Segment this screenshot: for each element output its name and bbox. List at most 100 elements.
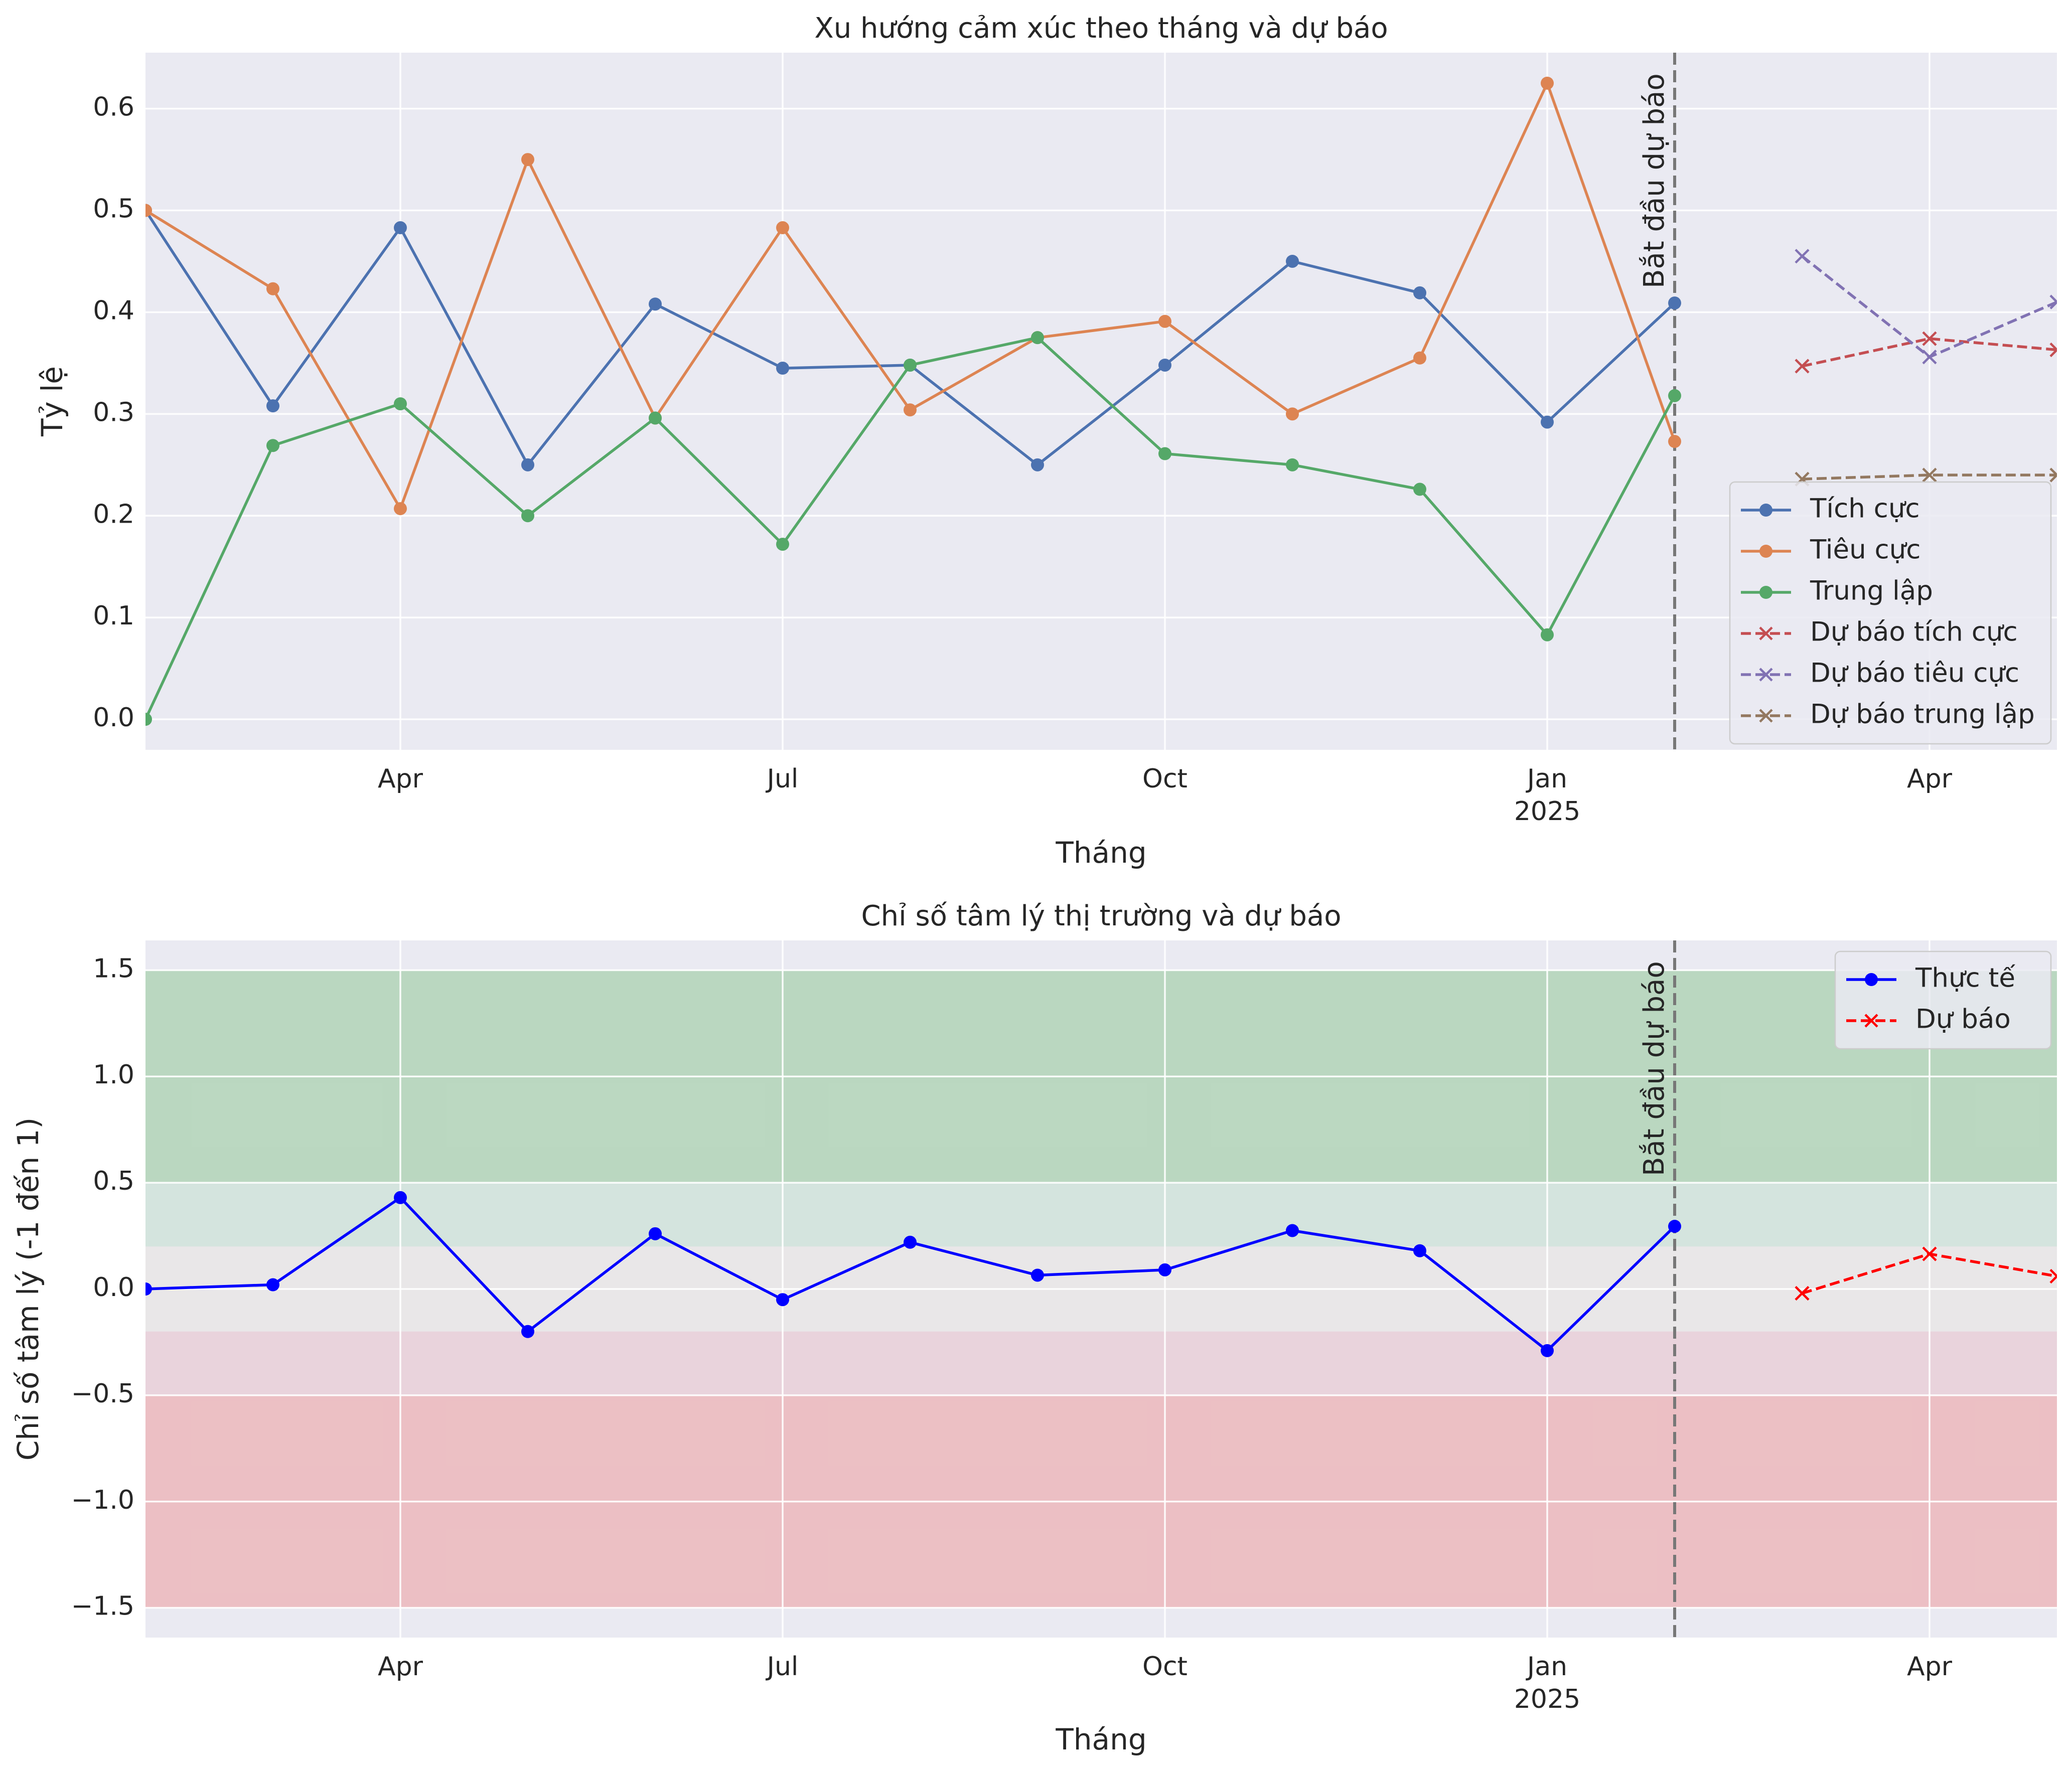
data-point-0-0 — [1031, 458, 1044, 471]
data-point-0-2 — [521, 509, 534, 523]
data-point-1-0 — [904, 1235, 917, 1249]
data-point-1-0 — [776, 1293, 789, 1307]
data-point-0-1 — [1158, 314, 1171, 328]
x-tick-label: Jan — [1526, 764, 1567, 794]
series-layer — [145, 1191, 2057, 1357]
legend-label: Dự báo trung lập — [1810, 699, 2035, 730]
y-tick-label: 0.6 — [93, 92, 134, 122]
y-tick-label: 0.5 — [93, 194, 134, 224]
data-point-1-0 — [1286, 1224, 1299, 1237]
x-tick-label: Apr — [1907, 764, 1953, 794]
y-axis-label-top: Tỷ lệ — [35, 366, 69, 437]
legend-label: Trung lập — [1810, 576, 1933, 606]
y-tick-label: −1.0 — [71, 1485, 134, 1515]
data-point-0-1 — [776, 221, 789, 235]
x-tick-label: Apr — [378, 764, 423, 794]
x-tick-label: Jul — [766, 1652, 799, 1682]
data-point-0-1 — [904, 403, 917, 417]
y-tick-label: 0.1 — [93, 601, 134, 631]
data-point-0-1 — [1413, 351, 1426, 365]
sentiment-band-3 — [145, 1331, 2057, 1395]
legend-marker — [1759, 586, 1772, 599]
legend-marker — [1759, 504, 1772, 517]
data-point-0-f0 — [1795, 359, 1810, 374]
data-point-0-2 — [1286, 458, 1299, 471]
data-point-0-1 — [1668, 435, 1681, 448]
legend-label: Dự báo — [1915, 1004, 2011, 1035]
data-point-0-0 — [1541, 415, 1554, 429]
data-point-0-f1 — [1795, 249, 1810, 264]
x-axis-label-bottom: Tháng — [1055, 1722, 1146, 1756]
legend-marker — [1759, 709, 1773, 723]
legend-marker — [1864, 1014, 1878, 1028]
x-tick-label: Oct — [1142, 1652, 1188, 1682]
series-line-0-f2 — [1802, 473, 2057, 480]
data-point-0-0 — [521, 458, 534, 471]
data-point-1-0 — [1668, 1219, 1681, 1233]
legend-label: Dự báo tích cực — [1810, 617, 2018, 648]
data-point-0-f0 — [1922, 331, 1937, 346]
series-layer — [145, 76, 2057, 726]
data-point-1-0 — [394, 1191, 407, 1204]
legend-box — [1729, 481, 2052, 745]
data-point-0-1 — [521, 153, 534, 167]
data-point-0-0 — [394, 221, 407, 235]
y-tick-label: 1.0 — [93, 1060, 134, 1090]
data-point-0-2 — [904, 358, 917, 372]
x-tick-year-label: 2025 — [1514, 796, 1580, 827]
data-point-0-2 — [145, 713, 152, 726]
legend-label: Tiêu cực — [1810, 535, 1920, 565]
chart-title-bottom: Chỉ số tâm lý thị trường và dự báo — [861, 900, 1342, 932]
data-point-1-0 — [1541, 1344, 1554, 1357]
legend-entry: Trung lập — [1741, 576, 1933, 606]
data-point-0-2 — [394, 397, 407, 411]
data-point-0-1 — [1541, 76, 1554, 90]
data-point-0-f2 — [2049, 467, 2057, 482]
data-point-1-f0 — [2049, 1268, 2057, 1284]
legend-entry: Dự báo trung lập — [1741, 699, 2035, 730]
data-point-0-f0 — [2049, 342, 2057, 358]
legend-entry: Tiêu cực — [1741, 535, 1920, 565]
legend-marker — [1759, 626, 1773, 640]
data-point-1-0 — [145, 1282, 152, 1296]
data-point-1-0 — [1158, 1263, 1171, 1276]
chart-bottom: Bắt đầu dự báo −1.5 −1.0 −0.5 0.0 0.5 1.0 1.5 A… — [11, 900, 2057, 1756]
data-point-0-1 — [394, 502, 407, 516]
legend-marker — [1759, 668, 1773, 682]
forecast-start-label: Bắt đầu dự báo — [1638, 961, 1671, 1176]
data-point-0-2 — [1668, 389, 1681, 402]
y-tick-label: 0.2 — [93, 499, 134, 529]
y-axis-label-bottom: Chỉ số tâm lý (-1 đến 1) — [11, 1117, 45, 1461]
data-point-0-1 — [266, 282, 279, 295]
data-point-0-0 — [1668, 296, 1681, 310]
data-point-0-2 — [776, 538, 789, 551]
y-tick-label: 0.4 — [93, 295, 134, 326]
data-point-0-0 — [266, 399, 279, 413]
y-tick-label: 0.5 — [93, 1166, 134, 1196]
legend-entry: Dự báo tiêu cực — [1741, 658, 2019, 689]
data-point-0-0 — [649, 297, 662, 311]
x-axis-label-top: Tháng — [1055, 836, 1146, 870]
data-point-0-f1 — [1922, 350, 1937, 365]
legend-box — [1834, 950, 2052, 1050]
legend-entry: Dự báo — [1846, 1004, 2011, 1035]
legend-marker — [1759, 545, 1772, 558]
x-tick-label: Apr — [378, 1652, 423, 1682]
sentiment-band-1 — [145, 1183, 2057, 1247]
legend-entry: Thực tế — [1846, 963, 2015, 994]
data-point-0-2 — [1158, 447, 1171, 460]
data-point-0-2 — [649, 411, 662, 425]
data-point-1-0 — [521, 1325, 534, 1338]
x-tick-label: Jan — [1526, 1652, 1567, 1682]
data-point-0-0 — [776, 362, 789, 375]
data-point-0-1 — [145, 204, 152, 217]
legend-label: Tích cực — [1810, 494, 1920, 524]
legend-entry: Dự báo tích cực — [1741, 617, 2018, 648]
data-point-0-0 — [1158, 358, 1171, 372]
x-tick-year-label: 2025 — [1514, 1684, 1580, 1714]
data-point-0-f1 — [2049, 294, 2057, 309]
legend-label: Dự báo tiêu cực — [1810, 658, 2019, 689]
y-tick-label: 0.0 — [93, 1272, 134, 1303]
data-point-0-0 — [1286, 254, 1299, 268]
